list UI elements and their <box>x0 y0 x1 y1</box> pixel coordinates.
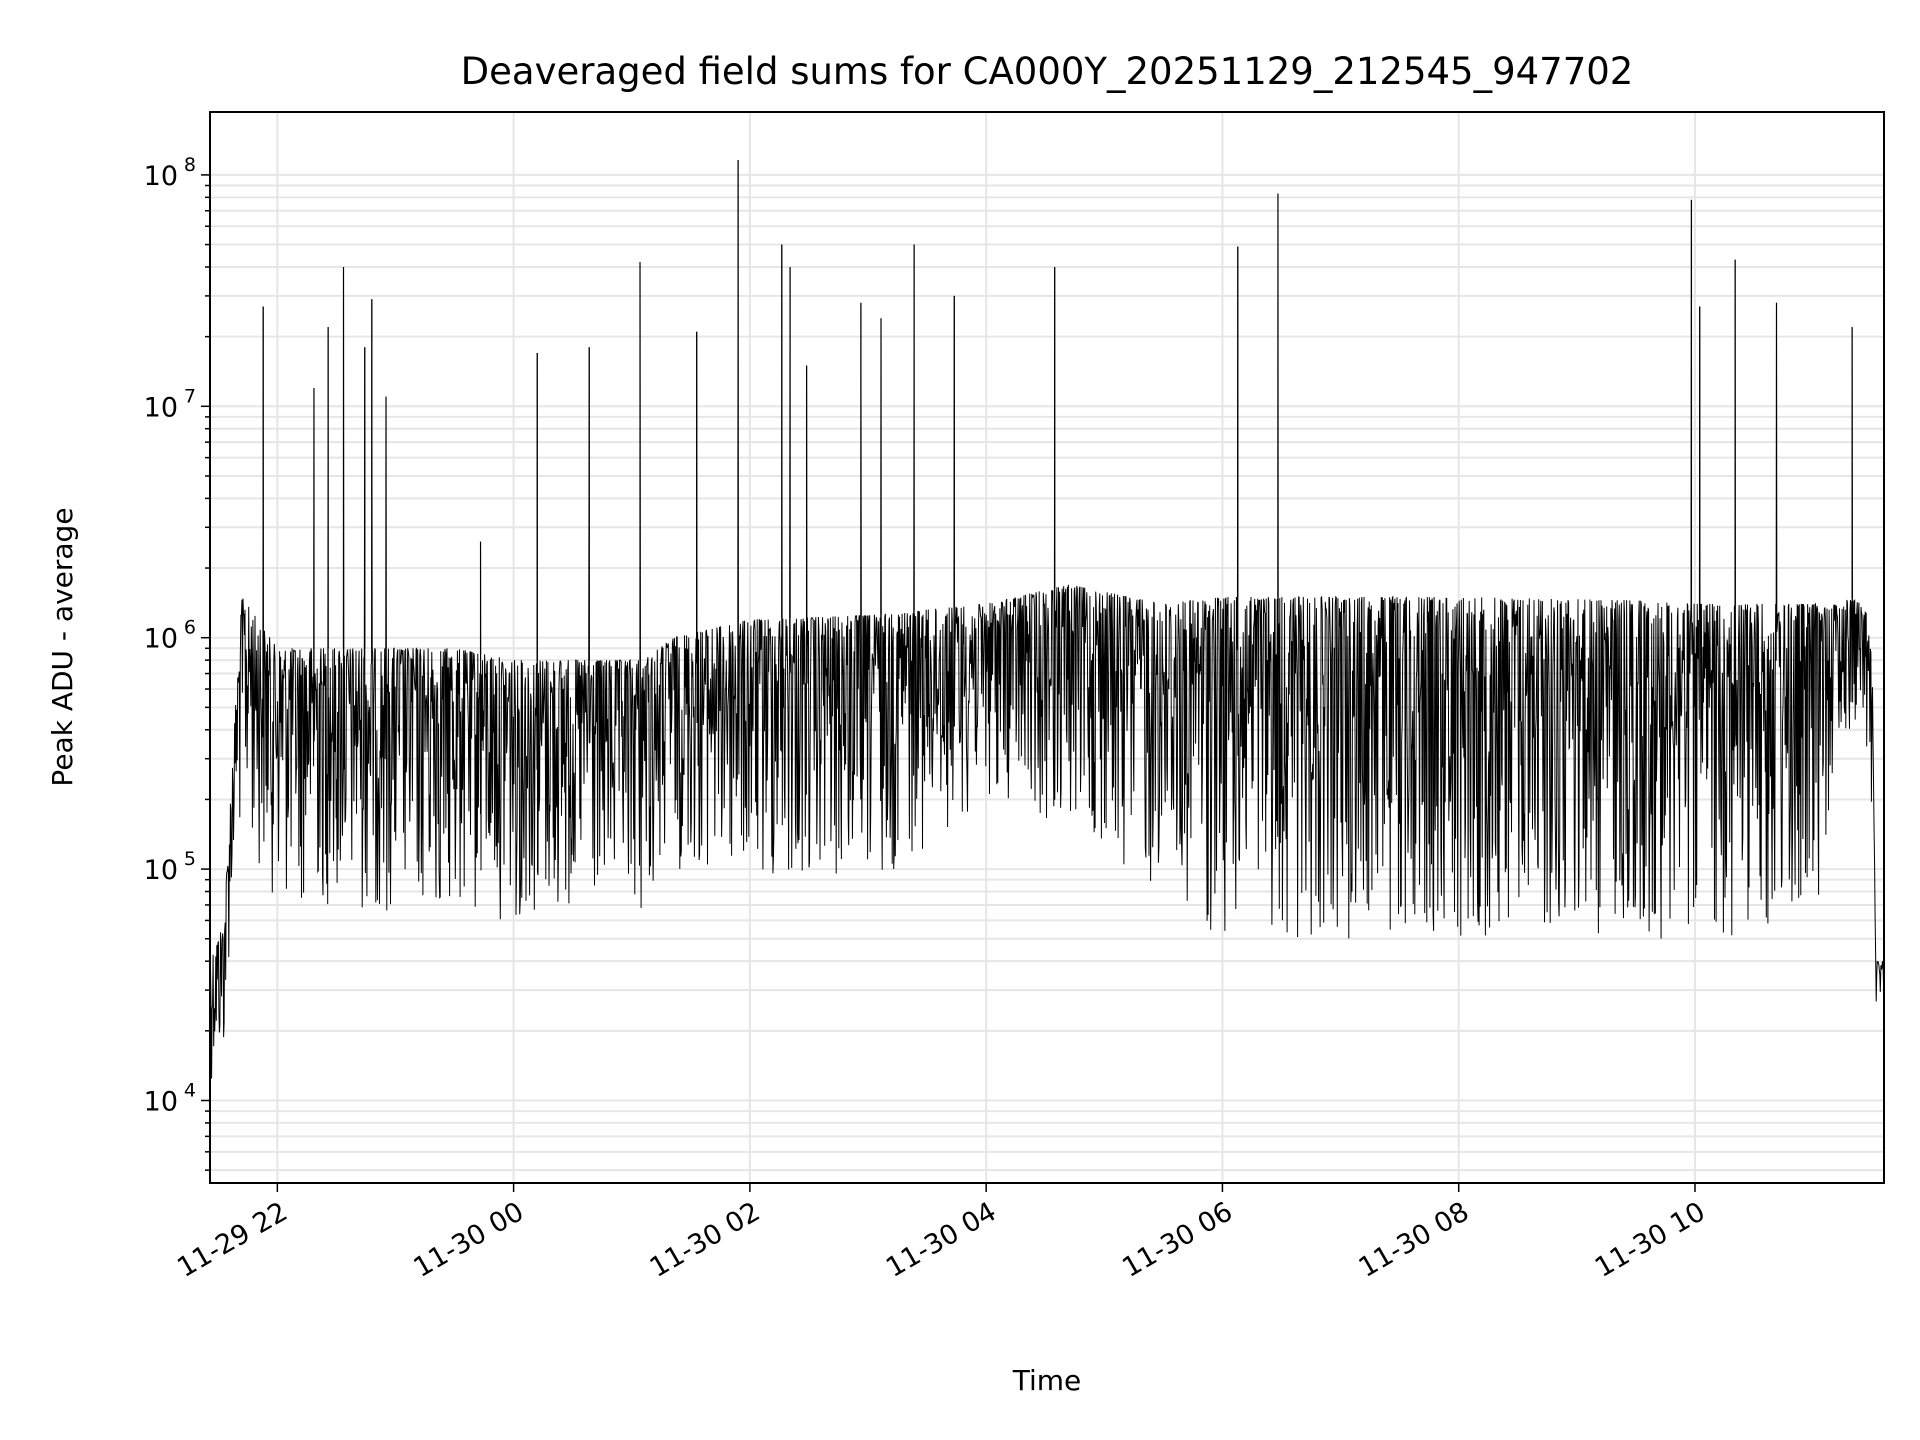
y-tick-base: 10 <box>144 855 178 886</box>
y-axis-label: Peak ADU - average <box>46 507 79 786</box>
y-tick-exponent: 4 <box>184 1079 196 1101</box>
y-tick-base: 10 <box>144 161 178 192</box>
series <box>209 159 1885 1079</box>
y-tick-base: 10 <box>144 1086 178 1117</box>
y-tick-label: 10 <box>144 1086 178 1117</box>
y-tick-exponent: 8 <box>184 154 196 176</box>
x-axis-label: Time <box>1012 1364 1082 1397</box>
plot-frame <box>209 111 1885 1184</box>
y-tick-label: 10 <box>144 392 178 423</box>
chart-title: Deaveraged field sums for CA000Y_2025112… <box>461 50 1634 93</box>
y-tick-exponent: 5 <box>184 848 196 870</box>
data-line <box>209 159 1885 1079</box>
y-tick-label: 10 <box>144 855 178 886</box>
y-tick-exponent: 7 <box>184 385 196 407</box>
y-tick-label: 10 <box>144 161 178 192</box>
y-tick-base: 10 <box>144 392 178 423</box>
y-tick-base: 10 <box>144 624 178 655</box>
y-tick-exponent: 6 <box>184 617 196 639</box>
y-tick-label: 10 <box>144 624 178 655</box>
